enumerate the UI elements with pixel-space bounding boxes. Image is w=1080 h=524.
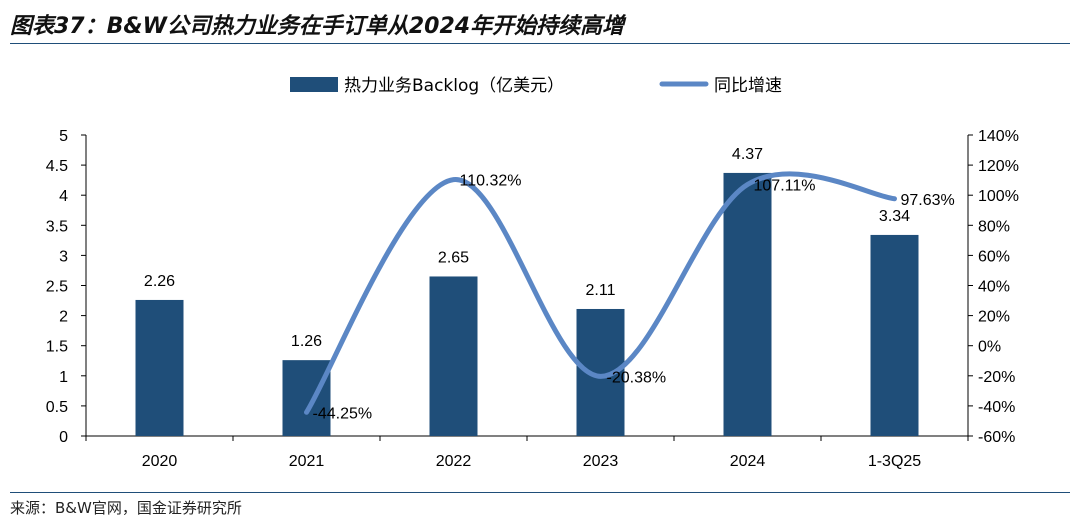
- x-tick-label: 2023: [583, 453, 619, 470]
- data-labels: 2.26 1.26 2.65 2.11 4.37 3.34 -44.25% 110.32% -2…: [144, 146, 955, 422]
- bar-value-label: 2.65: [438, 249, 469, 266]
- x-tick-label: 2021: [289, 453, 325, 470]
- bar: [429, 276, 478, 436]
- right-tick-label: 0%: [978, 339, 1001, 356]
- right-tick-label: 20%: [978, 309, 1010, 326]
- left-tick-label: 4.5: [46, 158, 68, 175]
- right-tick-label: -20%: [978, 369, 1015, 386]
- legend-label-backlog: 热力业务Backlog（亿美元）: [344, 76, 564, 96]
- chart-axes: 0 0.5 1 1.5 2 2.5 3 3.5 4 4.5 5 -60% -40% -20% 0% 20% 40…: [46, 128, 1019, 470]
- right-tick-label: -60%: [978, 429, 1015, 446]
- x-tick-label: 2020: [142, 453, 178, 470]
- right-tick-label: 100%: [978, 188, 1019, 205]
- right-tick-label: -40%: [978, 399, 1015, 416]
- legend-label-yoy: 同比增速: [714, 76, 782, 96]
- left-tick-label: 0: [59, 429, 68, 446]
- bar-value-label: 3.34: [879, 208, 910, 225]
- x-tick-label: 2024: [730, 453, 766, 470]
- bar: [282, 360, 331, 436]
- left-tick-label: 1: [59, 369, 68, 386]
- combo-chart: 热力业务Backlog（亿美元） 同比增速 0 0.5 1 1.5 2 2.5 3 3.5 4 4…: [46, 76, 1019, 470]
- bar: [135, 299, 184, 436]
- legend-swatch-bar: [290, 77, 338, 92]
- left-tick-label: 2: [59, 309, 68, 326]
- left-tick-label: 0.5: [46, 399, 68, 416]
- right-tick-label: 80%: [978, 218, 1010, 235]
- left-tick-label: 1.5: [46, 339, 68, 356]
- bar-value-label: 4.37: [732, 146, 763, 163]
- x-tick-label: 2022: [436, 453, 472, 470]
- left-tick-label: 2.5: [46, 279, 68, 296]
- left-tick-label: 5: [59, 128, 68, 145]
- source-divider: [10, 492, 1070, 493]
- left-tick-label: 3.5: [46, 218, 68, 235]
- yoy-growth-line: [304, 171, 897, 415]
- bar-value-label: 1.26: [291, 333, 322, 350]
- bar: [870, 234, 919, 436]
- line-series: [304, 171, 897, 415]
- line-value-label: 97.63%: [901, 192, 955, 209]
- title-divider: [10, 43, 1070, 44]
- line-value-label: -44.25%: [313, 405, 373, 422]
- bar-value-label: 2.26: [144, 273, 175, 290]
- bar: [723, 172, 772, 436]
- line-value-label: -20.38%: [607, 369, 667, 386]
- left-tick-label: 4: [59, 188, 68, 205]
- bar-series: [135, 172, 919, 436]
- left-tick-label: 3: [59, 248, 68, 265]
- figure-title: 图表37：B&W公司热力业务在手订单从2024年开始持续高增: [10, 14, 625, 39]
- right-tick-label: 40%: [978, 279, 1010, 296]
- right-tick-label: 60%: [978, 248, 1010, 265]
- right-tick-label: 140%: [978, 128, 1019, 145]
- bar-value-label: 2.11: [586, 282, 616, 299]
- x-tick-label: 1-3Q25: [868, 453, 921, 470]
- source-note: 来源：B&W官网，国金证券研究所: [10, 499, 242, 517]
- chart-legend: 热力业务Backlog（亿美元） 同比增速: [290, 76, 782, 96]
- line-value-label: 107.11%: [754, 177, 816, 194]
- right-tick-label: 120%: [978, 158, 1019, 175]
- line-value-label: 110.32%: [460, 173, 522, 190]
